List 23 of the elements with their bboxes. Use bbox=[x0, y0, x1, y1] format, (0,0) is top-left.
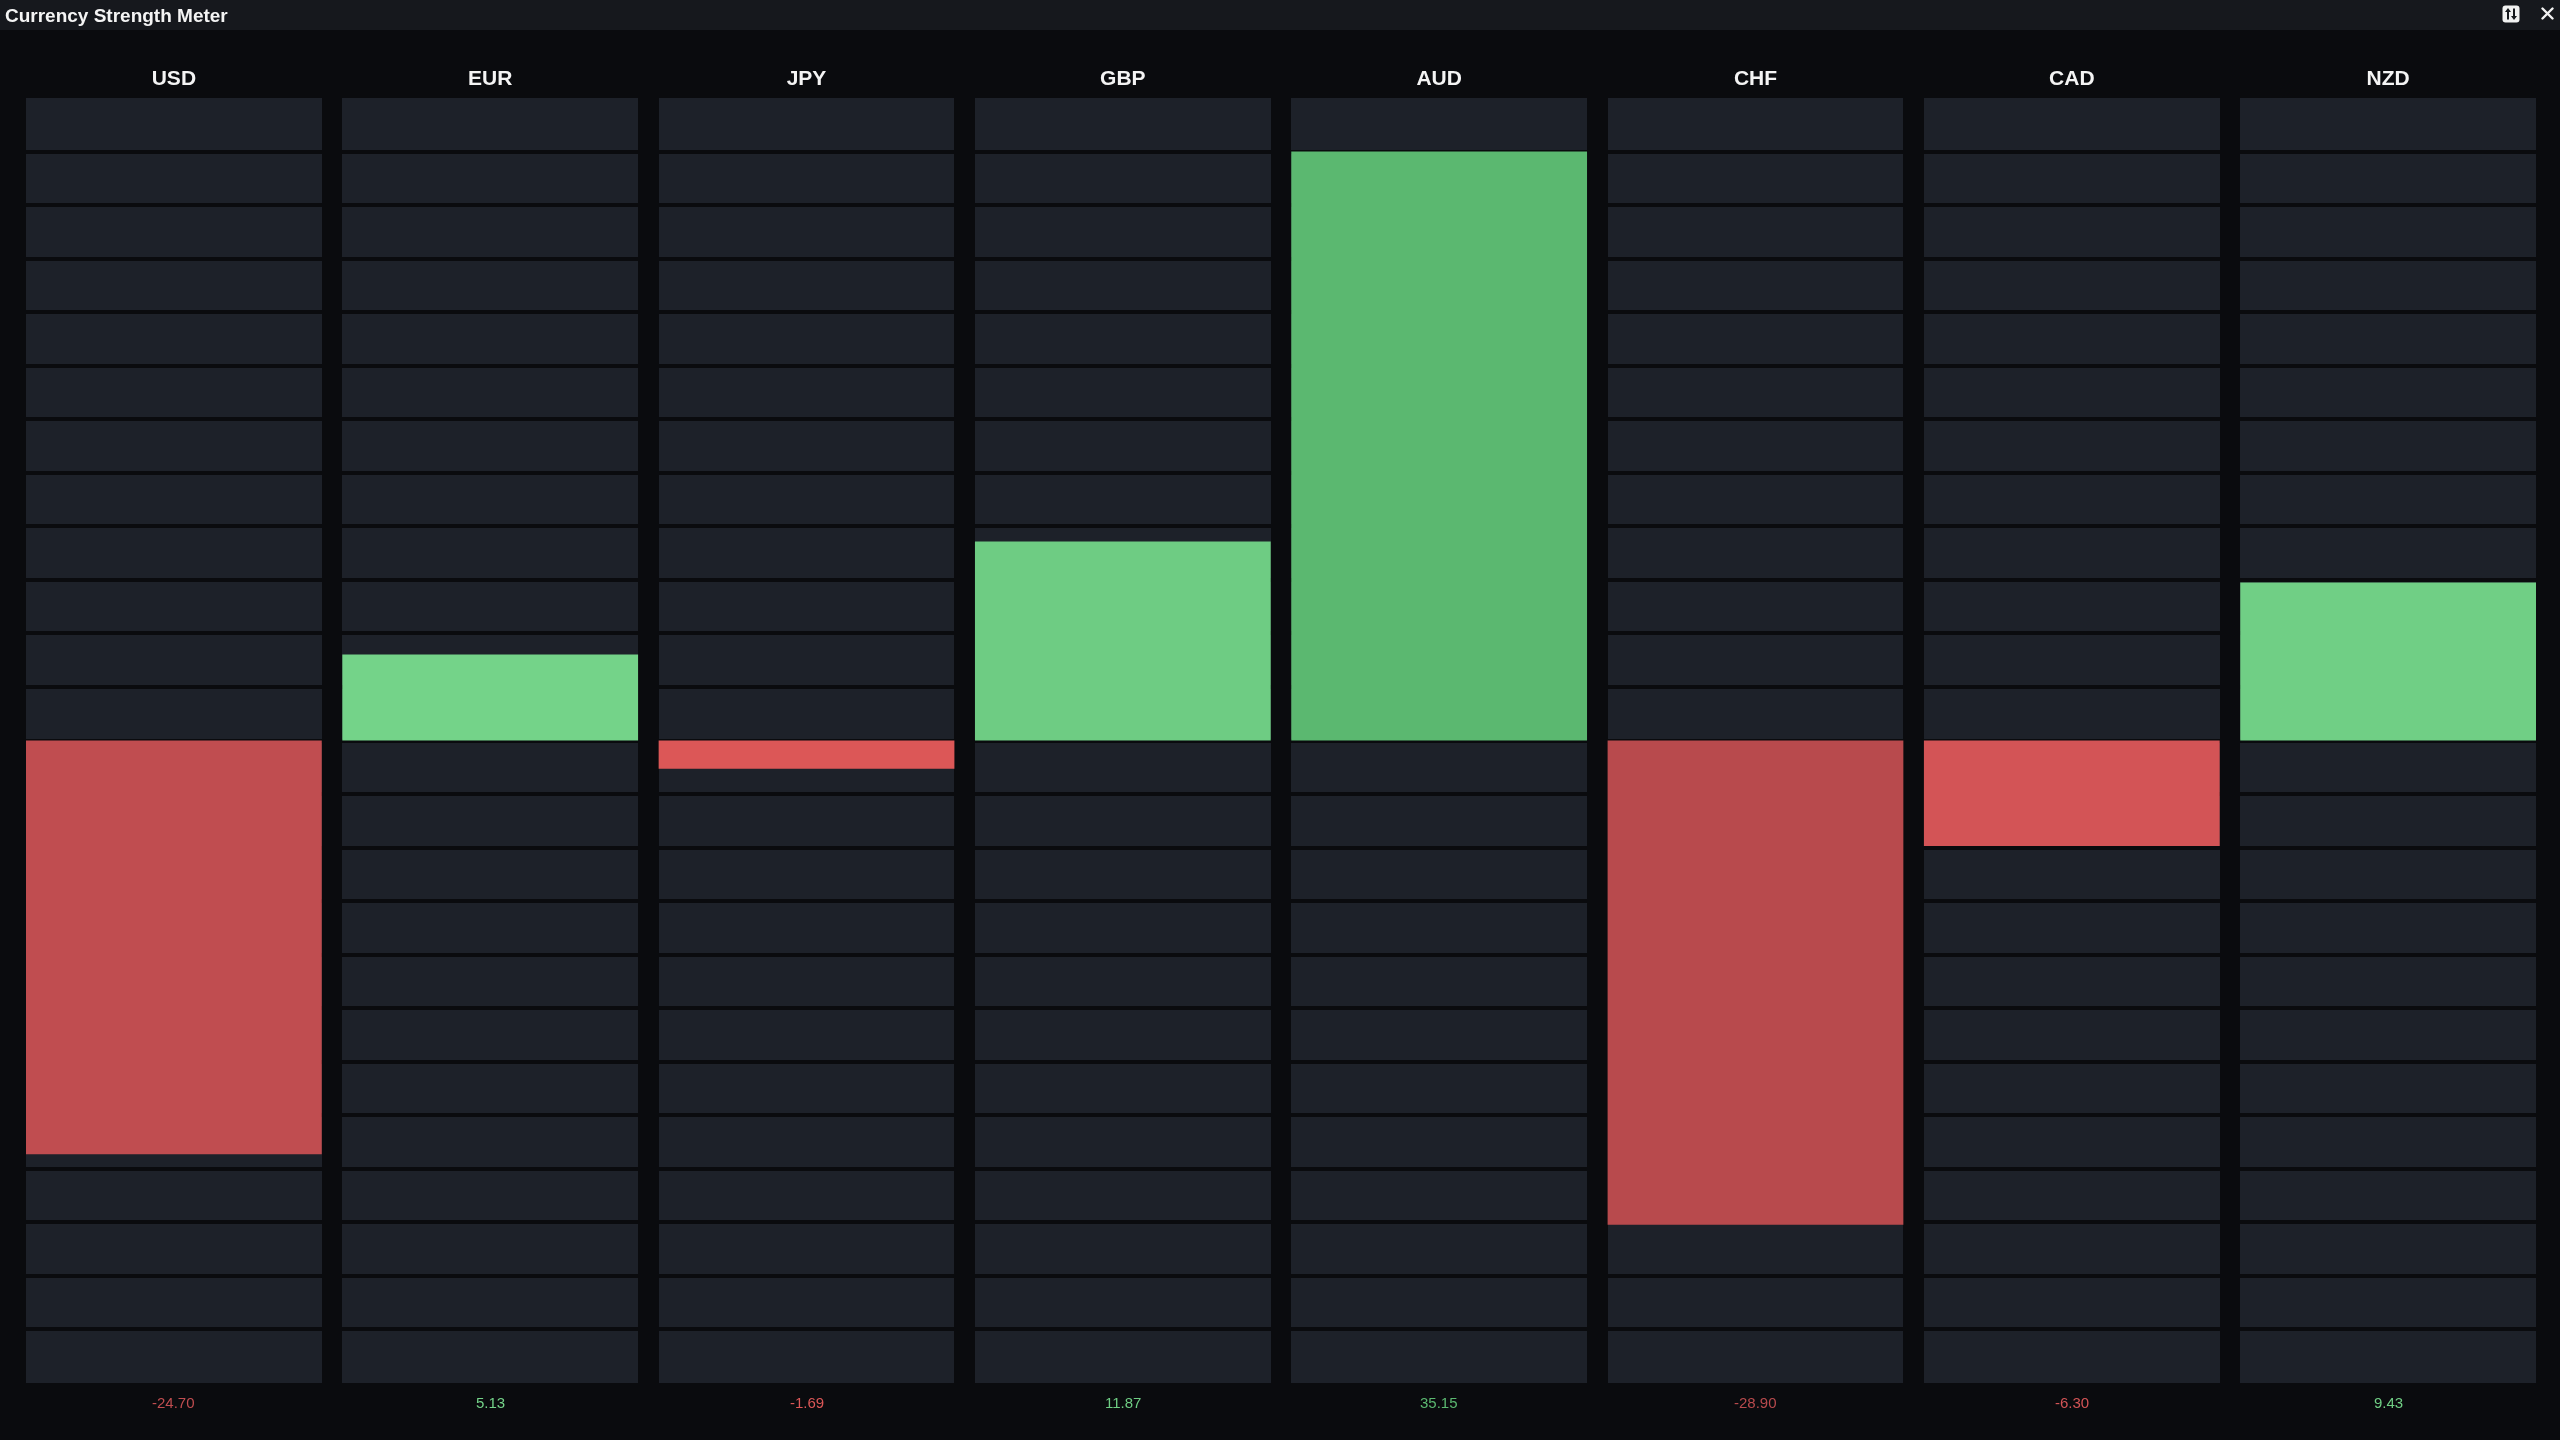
bar bbox=[658, 740, 955, 769]
data-label: 5.13 bbox=[476, 1394, 506, 1411]
chart-title: Currency Strength Meter bbox=[5, 5, 229, 27]
x-tick-label: USD bbox=[151, 65, 197, 89]
bar bbox=[1923, 740, 2220, 847]
bar bbox=[26, 740, 322, 1155]
data-label: -28.90 bbox=[1734, 1394, 1777, 1411]
x-tick-label: EUR bbox=[468, 65, 513, 89]
data-label: -6.30 bbox=[2055, 1394, 2090, 1411]
x-tick-label: CHF bbox=[1733, 65, 1778, 89]
data-label: 9.43 bbox=[2374, 1394, 2404, 1411]
bar bbox=[342, 654, 639, 741]
x-tick-label: GBP bbox=[1100, 65, 1146, 89]
bar bbox=[974, 541, 1271, 741]
x-tick-label: NZD bbox=[2366, 65, 2410, 89]
x-tick-label: JPY bbox=[786, 65, 827, 89]
data-label: 11.87 bbox=[1105, 1394, 1142, 1411]
bar bbox=[2240, 582, 2536, 741]
data-label: -24.70 bbox=[152, 1394, 195, 1411]
x-tick-label: AUD bbox=[1416, 65, 1462, 89]
data-label: -1.69 bbox=[790, 1394, 825, 1411]
data-label: 35.15 bbox=[1420, 1394, 1458, 1411]
x-tick-label: CAD bbox=[2049, 65, 2095, 89]
